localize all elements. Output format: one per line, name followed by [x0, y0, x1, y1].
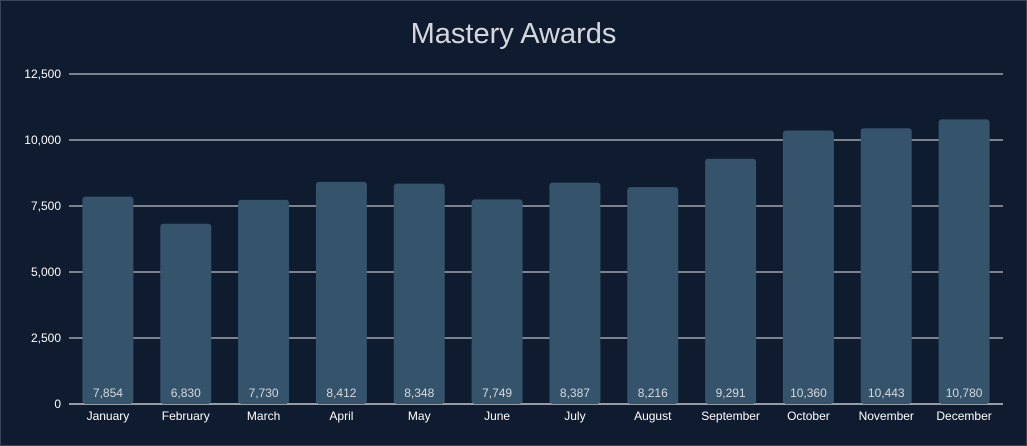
bar-data-label: 8,216 — [638, 386, 668, 400]
bar-data-label: 10,360 — [790, 386, 827, 400]
chart-title: Mastery Awards — [410, 18, 617, 50]
bar-data-label: 6,830 — [171, 386, 201, 400]
bar — [627, 187, 679, 404]
label-layer: 0 2,500 5,000 7,500 10,000 12,500 7,854 January… — [24, 67, 991, 423]
x-tick-label: June — [484, 409, 510, 423]
bar — [471, 199, 523, 404]
y-tick-label: 0 — [54, 397, 61, 411]
bar — [860, 128, 912, 404]
x-tick-label: November — [859, 409, 914, 423]
y-tick-label: 2,500 — [31, 331, 61, 345]
y-tick-label: 12,500 — [24, 67, 61, 81]
x-tick-label: February — [162, 409, 210, 423]
bar-data-label: 7,730 — [249, 386, 279, 400]
bar — [782, 130, 834, 404]
bar — [705, 158, 757, 404]
bar — [549, 182, 601, 404]
bar-data-label: 9,291 — [716, 386, 746, 400]
y-tick-label: 7,500 — [31, 199, 61, 213]
x-tick-label: March — [247, 409, 280, 423]
x-tick-label: April — [329, 409, 353, 423]
bar — [82, 196, 134, 404]
bar — [393, 183, 445, 404]
bar-data-label: 8,348 — [404, 386, 434, 400]
x-tick-label: December — [936, 409, 991, 423]
y-tick-label: 5,000 — [31, 265, 61, 279]
bar — [238, 199, 290, 404]
bar — [160, 223, 212, 404]
bar-data-label: 7,854 — [93, 386, 123, 400]
bar-data-label: 10,443 — [868, 386, 905, 400]
x-tick-label: October — [787, 409, 830, 423]
grid-layer — [69, 73, 1003, 405]
x-tick-label: September — [701, 409, 760, 423]
bar-data-label: 10,780 — [946, 386, 983, 400]
x-tick-label: May — [408, 409, 431, 423]
bar-data-label: 8,387 — [560, 386, 590, 400]
x-tick-label: July — [564, 409, 585, 423]
bar-data-label: 8,412 — [326, 386, 356, 400]
x-tick-label: January — [87, 409, 130, 423]
x-tick-label: August — [634, 409, 672, 423]
bar-layer — [82, 119, 990, 405]
bar-data-label: 7,749 — [482, 386, 512, 400]
bar — [315, 181, 367, 404]
bar — [938, 119, 990, 405]
y-tick-label: 10,000 — [24, 133, 61, 147]
